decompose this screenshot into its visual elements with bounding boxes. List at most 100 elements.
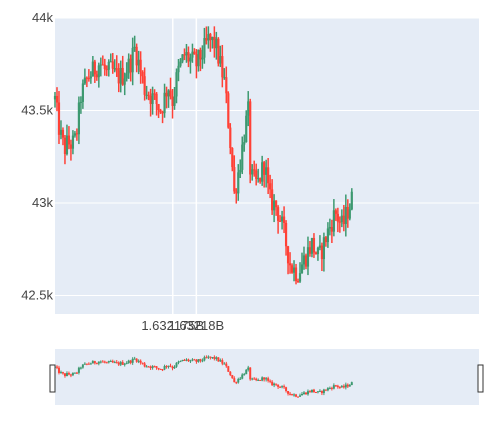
rangeslider-left-handle[interactable] <box>49 364 56 393</box>
candle-increasing <box>251 377 254 381</box>
candle-increasing <box>348 384 351 387</box>
candle-decreasing <box>231 374 234 379</box>
candle-increasing <box>167 89 170 108</box>
candle-increasing <box>265 376 268 382</box>
candle-increasing <box>175 362 178 368</box>
candle-decreasing <box>93 59 96 83</box>
candle-decreasing <box>235 381 238 385</box>
rangeslider-right-handle[interactable] <box>477 364 484 393</box>
candle-increasing <box>310 237 314 258</box>
candle-increasing <box>137 359 140 364</box>
candle-decreasing <box>342 205 345 232</box>
candle-decreasing <box>278 215 282 223</box>
candle-decreasing <box>95 70 98 81</box>
candle-decreasing <box>193 48 196 55</box>
candle-decreasing <box>135 358 138 363</box>
candle-decreasing <box>312 388 315 393</box>
candle-decreasing <box>249 98 252 184</box>
candle-increasing <box>292 260 296 282</box>
candle-increasing <box>127 53 130 79</box>
candle-decreasing <box>159 368 162 370</box>
candle-increasing <box>273 194 276 223</box>
candle-increasing <box>318 389 321 392</box>
candle-increasing <box>247 365 250 372</box>
candle-decreasing <box>67 126 71 150</box>
candle-decreasing <box>143 67 146 101</box>
candle-decreasing <box>320 390 323 396</box>
candle-decreasing <box>171 88 174 119</box>
candle-decreasing <box>259 177 262 184</box>
rangeslider-background[interactable] <box>55 349 479 405</box>
candle-increasing <box>89 71 92 84</box>
candle-decreasing <box>312 233 316 258</box>
candle-increasing <box>73 131 77 138</box>
candle-decreasing <box>193 358 196 361</box>
candle-increasing <box>123 72 126 96</box>
candle-decreasing <box>155 92 158 116</box>
candle-decreasing <box>269 379 272 384</box>
candle-increasing <box>299 393 302 397</box>
candle-decreasing <box>287 390 290 396</box>
candle-decreasing <box>229 371 232 377</box>
candle-increasing <box>77 96 81 145</box>
y-tick-label: 42.5k <box>21 288 53 303</box>
candle-increasing <box>219 45 222 68</box>
candle-increasing <box>177 58 180 82</box>
candle-decreasing <box>195 49 198 79</box>
candle-increasing <box>348 203 351 221</box>
candle-decreasing <box>277 384 280 389</box>
candle-increasing <box>71 130 75 155</box>
candle-increasing <box>350 188 353 211</box>
candle-decreasing <box>63 134 67 165</box>
candle-increasing <box>350 381 353 386</box>
candle-increasing <box>310 389 313 393</box>
candle-decreasing <box>143 362 146 368</box>
candle-increasing <box>344 382 347 390</box>
candle-decreasing <box>187 46 190 68</box>
candle-increasing <box>306 236 310 276</box>
candle-increasing <box>99 57 102 77</box>
candle-decreasing <box>334 208 337 221</box>
candle-increasing <box>340 385 343 388</box>
candle-decreasing <box>61 127 65 146</box>
candle-decreasing <box>85 363 88 366</box>
candle-decreasing <box>169 77 172 100</box>
candle-decreasing <box>199 47 202 72</box>
candle-increasing <box>119 360 122 367</box>
candle-decreasing <box>284 220 288 256</box>
candle-increasing <box>247 91 250 127</box>
candle-decreasing <box>55 87 59 112</box>
candle-increasing <box>215 356 218 361</box>
candle-decreasing <box>129 359 132 365</box>
candle-increasing <box>175 68 178 104</box>
candle-increasing <box>123 362 126 367</box>
candle-increasing <box>163 83 166 118</box>
candle-decreasing <box>291 393 294 396</box>
candle-increasing <box>145 85 148 100</box>
candle-decreasing <box>324 389 327 392</box>
candle-increasing <box>179 360 182 363</box>
candle-increasing <box>261 376 264 382</box>
x-tick-label: 1.632175B <box>141 318 204 333</box>
candle-increasing <box>133 356 136 360</box>
candle-decreasing <box>117 361 120 367</box>
candle-increasing <box>265 159 268 188</box>
candle-decreasing <box>87 69 90 82</box>
candle-decreasing <box>290 263 294 274</box>
candle-decreasing <box>225 361 228 368</box>
candle-decreasing <box>314 391 317 394</box>
candle-decreasing <box>217 37 220 67</box>
candle-decreasing <box>195 359 198 364</box>
candle-decreasing <box>205 355 208 359</box>
candle-increasing <box>201 358 204 363</box>
candle-decreasing <box>165 365 168 369</box>
candle-decreasing <box>139 359 142 365</box>
candle-increasing <box>91 56 94 77</box>
candle-increasing <box>223 68 226 80</box>
candle-increasing <box>328 218 331 236</box>
candle-decreasing <box>227 91 230 129</box>
y-axis-ticks: 42.5k 43k 43.5k 44k <box>21 10 53 303</box>
candle-decreasing <box>267 376 270 383</box>
candle-decreasing <box>275 200 278 216</box>
